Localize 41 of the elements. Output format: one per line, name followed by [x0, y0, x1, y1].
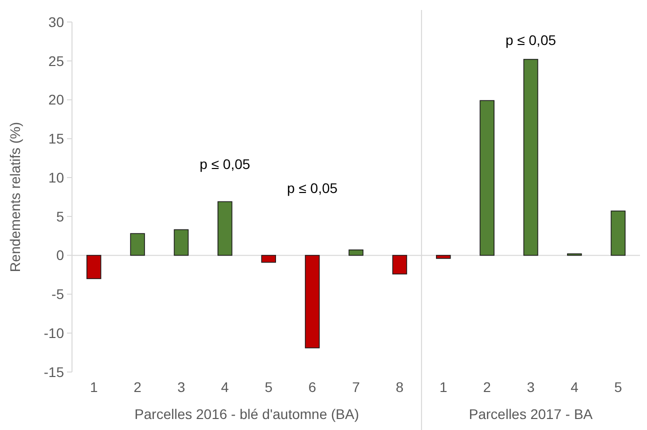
x-tick-label: 3 [526, 379, 535, 395]
bar [523, 58, 538, 256]
x-tick-label: 5 [264, 379, 273, 395]
text: Parcelles 2016 - blé d'automne (BA) [134, 406, 360, 422]
bar [86, 254, 102, 280]
annotation: p ≤ 0,05 [200, 156, 250, 172]
x-tick-label: 3 [177, 379, 186, 395]
x-tick-label: 2 [483, 379, 492, 395]
y-tick-label: -15 [44, 364, 64, 380]
y-tick-label: 0 [56, 247, 64, 264]
bar [174, 229, 189, 256]
x-tick-label: 2 [134, 379, 142, 395]
y-tick-label: 25 [48, 52, 64, 69]
bar [130, 233, 145, 256]
y-tick-label: 10 [48, 169, 64, 186]
bar [610, 210, 626, 256]
bar [304, 254, 320, 348]
y-tick-label: -10 [44, 325, 64, 342]
y-tick-label: 15 [48, 130, 64, 147]
x-tick-label: 1 [90, 379, 98, 395]
bar [392, 254, 408, 274]
bar [348, 249, 364, 256]
x-tick-label: 4 [221, 379, 230, 395]
y-tick-label: 30 [48, 14, 64, 30]
x-tick-label: 1 [439, 379, 448, 395]
y-tick-label: 5 [56, 208, 64, 224]
x-tick-label: 8 [396, 379, 404, 395]
x-tick-label: 4 [570, 379, 579, 395]
y-axis-title: Rendements relatifs (%) [7, 122, 23, 272]
bar [218, 201, 232, 256]
text: Parcelles 2017 - BA [468, 406, 594, 422]
x-tick-label: 6 [308, 379, 316, 395]
y-tick-label: -5 [52, 286, 64, 302]
y-tick-label: 20 [48, 92, 64, 108]
annotation: p ≤ 0,05 [506, 32, 556, 48]
x-tick-label: 7 [352, 379, 360, 395]
bar [480, 100, 494, 256]
bar [261, 254, 276, 263]
bar [436, 254, 451, 259]
x-tick-label: 5 [614, 379, 622, 395]
annotation: p ≤ 0,05 [287, 180, 338, 196]
